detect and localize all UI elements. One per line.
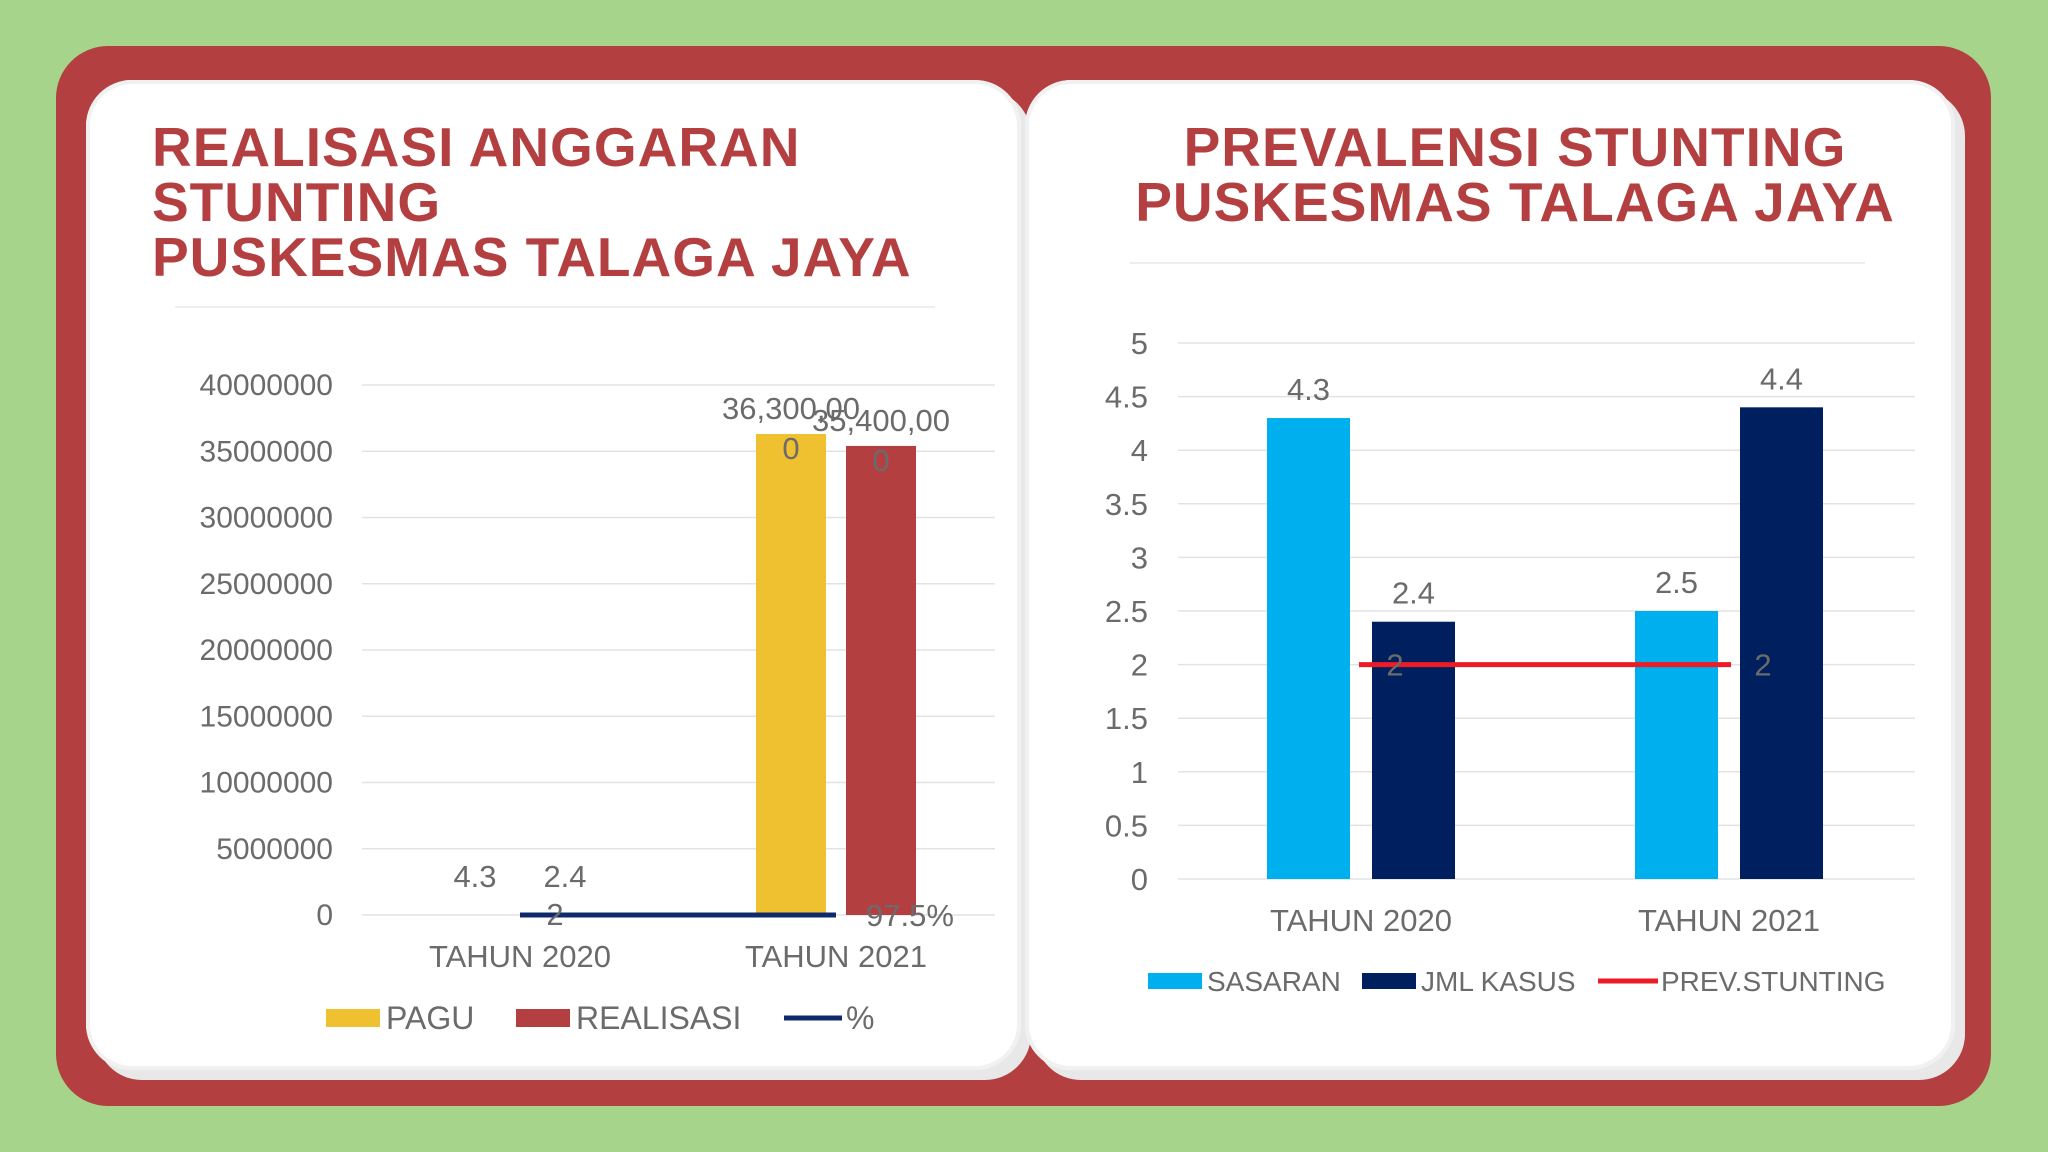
right-chart-title: PREVALENSI STUNTING PUSKESMAS TALAGA JAY… bbox=[1135, 116, 1895, 233]
left-chart-title: REALISASI ANGGARAN STUNTING PUSKESMAS TA… bbox=[152, 116, 912, 288]
